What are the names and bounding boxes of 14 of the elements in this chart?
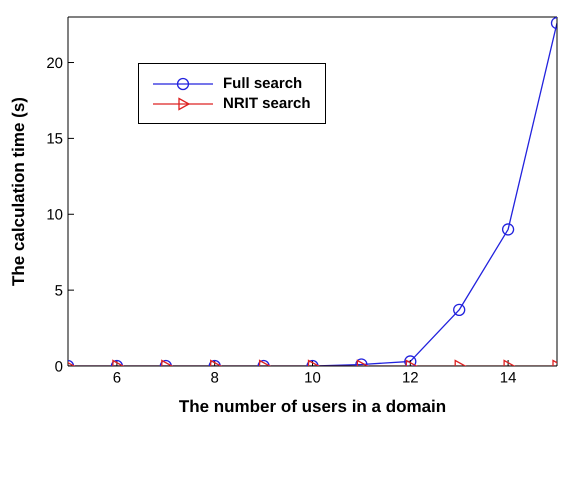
y-tick-label: 0: [54, 358, 63, 376]
y-tick-label: 20: [46, 54, 63, 72]
x-tick-label: 8: [210, 370, 219, 387]
y-tick-label: 15: [46, 130, 63, 148]
legend-label: Full search: [223, 75, 302, 92]
x-tick-label: 6: [112, 370, 122, 387]
y-tick-label: 5: [54, 282, 63, 300]
y-axis-title: The calculation time (s): [9, 97, 28, 286]
x-tick-label: 10: [304, 370, 321, 387]
legend-label: NRIT search: [223, 95, 311, 112]
x-tick-label: 14: [500, 370, 516, 387]
y-tick-label: 10: [46, 206, 63, 224]
x-tick-label: 12: [402, 370, 419, 387]
x-axis-title: The number of users in a domain: [178, 397, 446, 416]
